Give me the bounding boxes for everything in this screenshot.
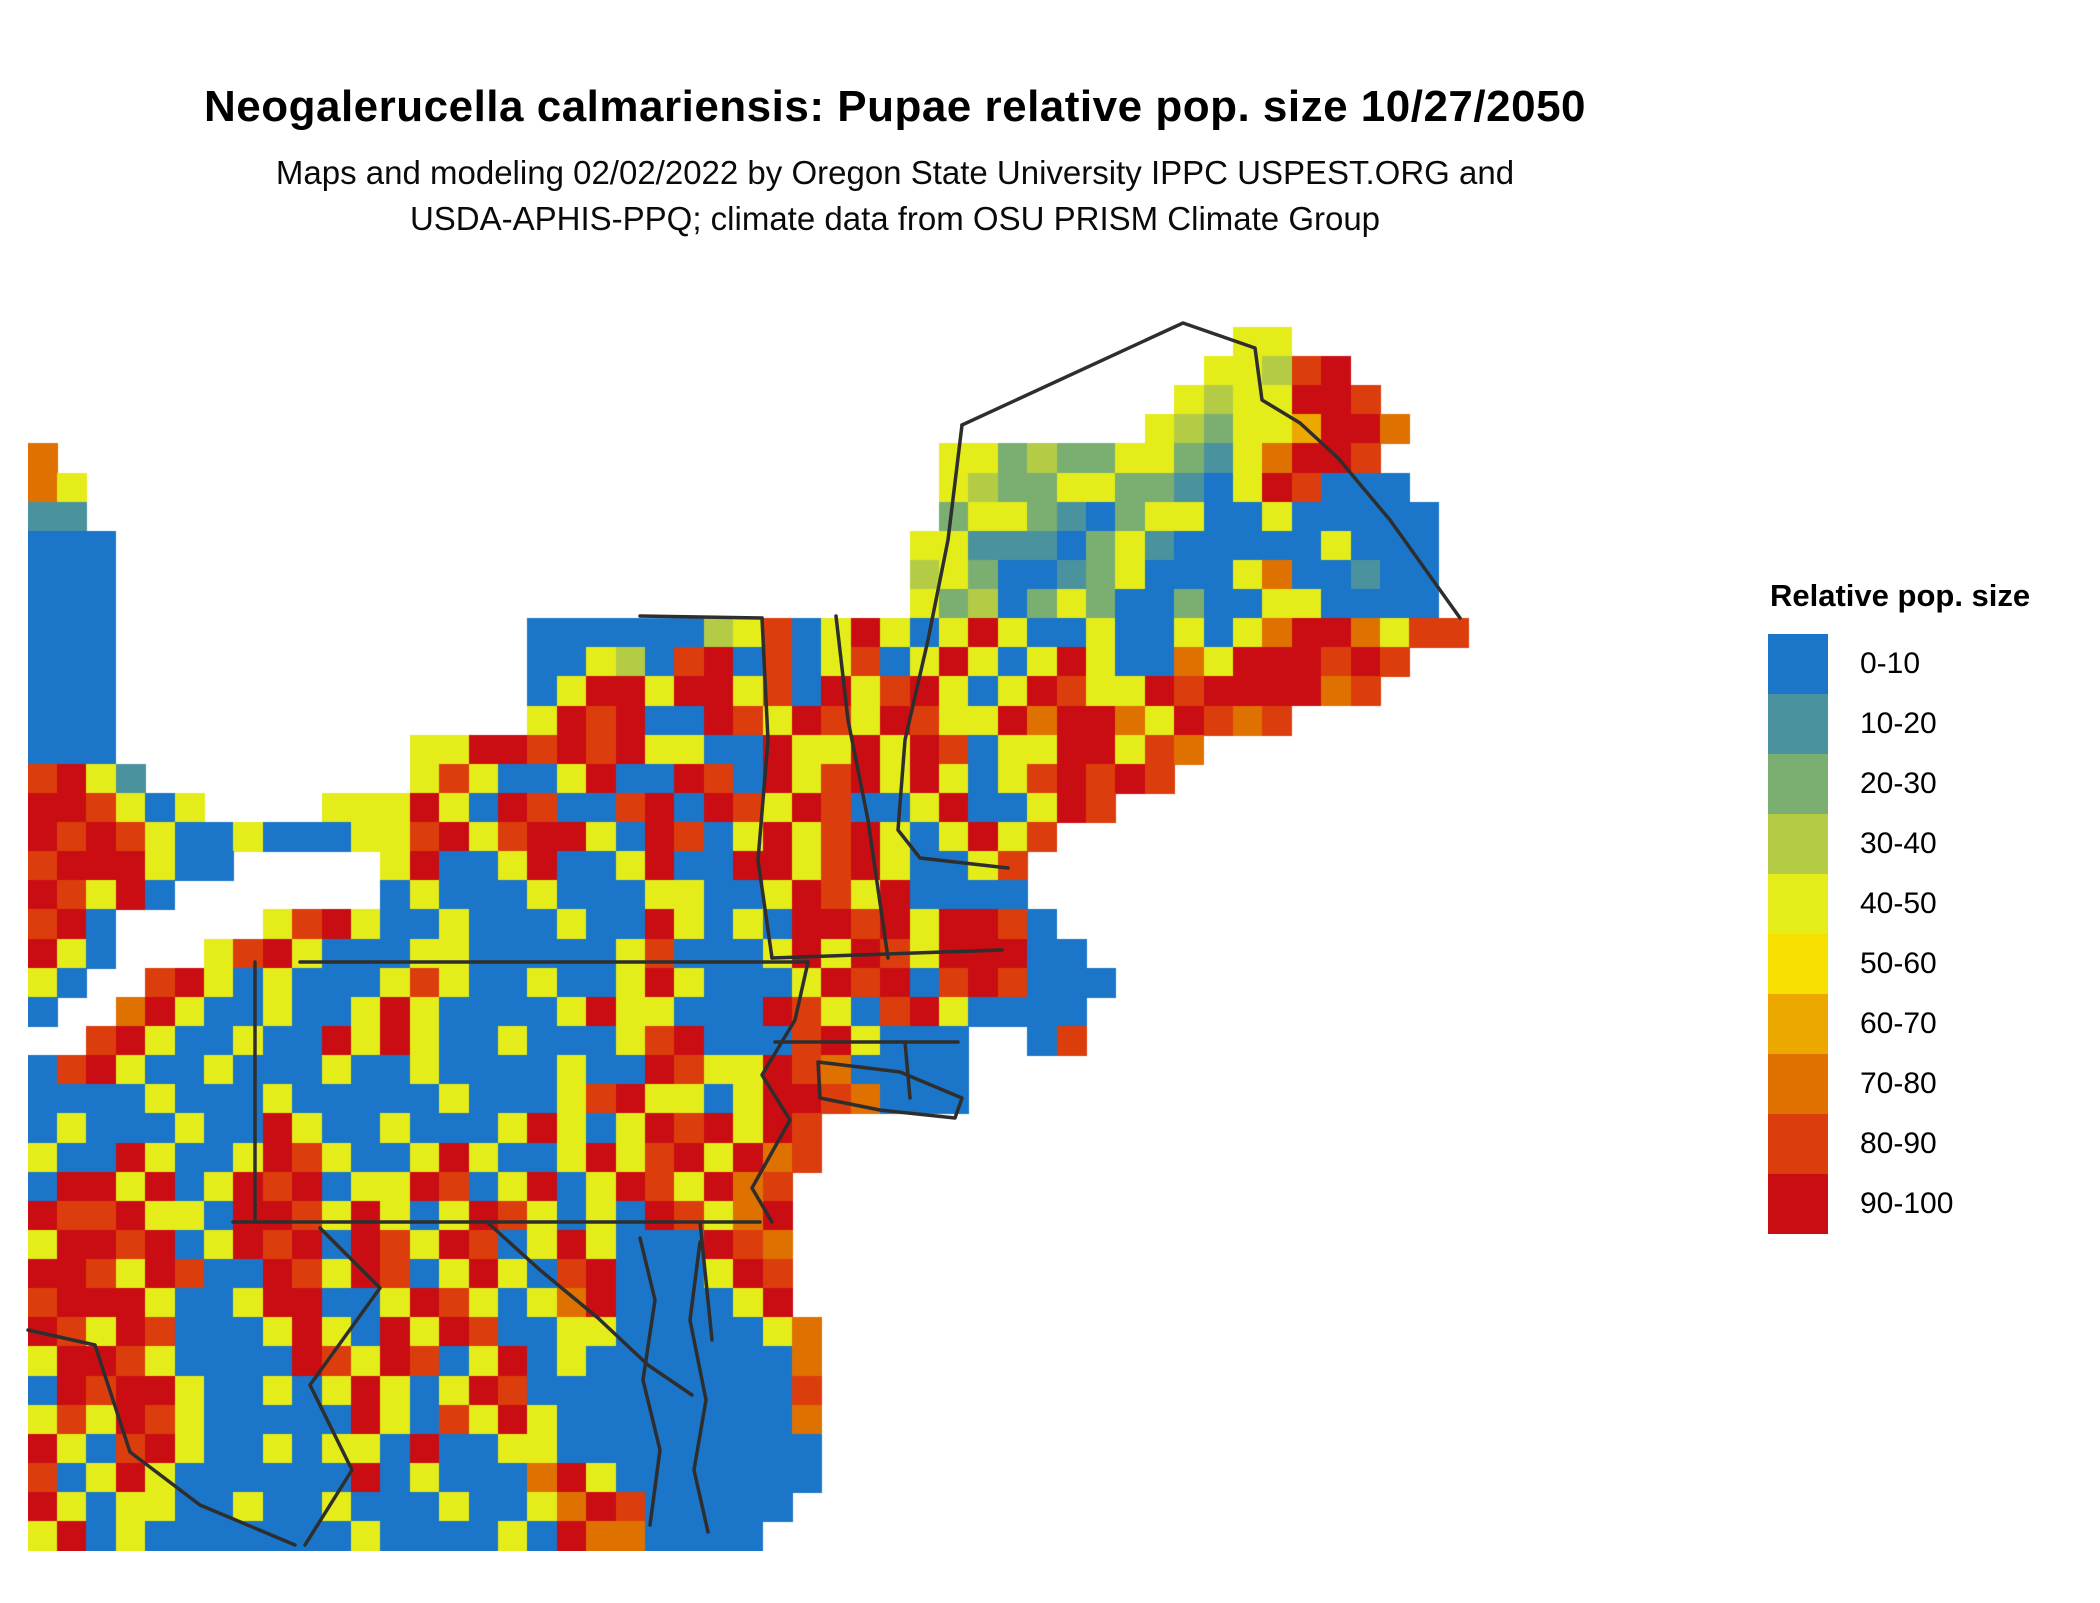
- legend-range-label: 90-100: [1860, 1187, 1954, 1220]
- legend-item: 0-10: [1768, 634, 2098, 694]
- legend-title: Relative pop. size: [1770, 578, 2031, 613]
- legend-item: 80-90: [1768, 1114, 2098, 1174]
- legend-range-label: 70-80: [1860, 1067, 1937, 1100]
- page-subtitle: Maps and modeling 02/02/2022 by Oregon S…: [0, 150, 1790, 242]
- legend-range-label: 20-30: [1860, 767, 1937, 800]
- legend-color-swatch: [1768, 1114, 1828, 1174]
- legend-range-label: 10-20: [1860, 707, 1937, 740]
- page-title: Neogalerucella calmariensis: Pupae relat…: [203, 82, 1587, 131]
- legend-range-label: 50-60: [1860, 947, 1937, 980]
- legend-item: 60-70: [1768, 994, 2098, 1054]
- legend-color-swatch: [1768, 1054, 1828, 1114]
- legend-color-swatch: [1768, 754, 1828, 814]
- population-raster-map: [28, 240, 1498, 1551]
- legend-color-swatch: [1768, 634, 1828, 694]
- legend-range-label: 80-90: [1860, 1127, 1937, 1160]
- subtitle-line-1: Maps and modeling 02/02/2022 by Oregon S…: [275, 154, 1515, 191]
- legend-color-swatch: [1768, 814, 1828, 874]
- legend-color-swatch: [1768, 994, 1828, 1054]
- legend-range-label: 0-10: [1860, 647, 1921, 680]
- legend: Relative pop. size 0-10 10-20 20-30 30-40 40…: [1768, 578, 2098, 1234]
- legend-item: 40-50: [1768, 874, 2098, 934]
- subtitle-line-2: USDA-APHIS-PPQ; climate data from OSU PR…: [409, 200, 1381, 237]
- legend-item: 90-100: [1768, 1174, 2098, 1234]
- legend-color-swatch: [1768, 694, 1828, 754]
- legend-item: 70-80: [1768, 1054, 2098, 1114]
- legend-color-swatch: [1768, 874, 1828, 934]
- legend-range-label: 40-50: [1860, 887, 1937, 920]
- legend-color-swatch: [1768, 1174, 1828, 1234]
- legend-range-label: 30-40: [1860, 827, 1937, 860]
- legend-item: 10-20: [1768, 694, 2098, 754]
- legend-item: 20-30: [1768, 754, 2098, 814]
- legend-items: 0-10 10-20 20-30 30-40 40-50 50-60 60-70 70-80 8…: [1768, 634, 2098, 1234]
- legend-color-swatch: [1768, 934, 1828, 994]
- legend-item: 30-40: [1768, 814, 2098, 874]
- legend-item: 50-60: [1768, 934, 2098, 994]
- legend-range-label: 60-70: [1860, 1007, 1937, 1040]
